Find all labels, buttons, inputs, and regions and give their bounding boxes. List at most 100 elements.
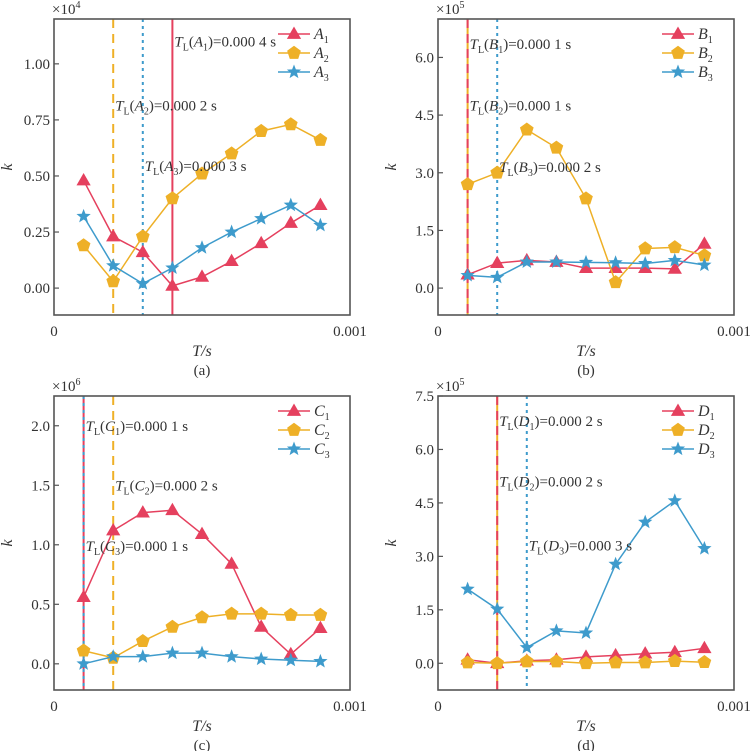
annotation-subscript: 2: [529, 483, 534, 494]
data-point-d2-5: [579, 656, 593, 670]
annotation-value: =0.000 2 s: [539, 414, 602, 430]
multiplier-exponent: 4: [75, 0, 80, 11]
data-point-b2-5: [579, 191, 593, 205]
annotation-sub-l: L: [94, 427, 100, 438]
data-point-d1-9: [697, 640, 712, 654]
data-point-a1-1: [76, 172, 91, 186]
data-point-a3-1: [76, 208, 91, 223]
data-point-d3-6: [608, 556, 623, 571]
threshold-annotation: TL(B2)=0.000 1 s: [470, 98, 572, 117]
data-point-a1-6: [224, 253, 239, 267]
x-axis-label: T/s: [576, 718, 596, 735]
data-point-b2-8: [667, 240, 682, 254]
data-point-d2-8: [667, 653, 682, 667]
annotation-paren-close: ): [150, 478, 155, 494]
data-point-d3-7: [638, 514, 653, 529]
annotation-t: T: [499, 160, 509, 176]
y-axis-multiplier: ×104: [52, 0, 80, 18]
data-point-d2-1: [460, 655, 475, 669]
legend-subscript: 3: [324, 73, 329, 84]
legend-symbol: B: [698, 64, 708, 81]
data-point-c1-5: [194, 526, 210, 539]
y-tick-label: 0.0: [415, 281, 434, 297]
x-tick-label: 0: [434, 699, 442, 715]
x-tick-label: 0.001: [333, 699, 367, 715]
y-axis-label: k: [383, 539, 400, 547]
data-point-a3-4: [165, 260, 180, 274]
data-point-c2-5: [195, 610, 209, 624]
data-point-c2-6: [224, 606, 239, 620]
legend-symbol: A: [313, 64, 324, 81]
annotation-paren-close: ): [564, 539, 569, 555]
annotation-t: T: [529, 539, 539, 555]
annotation-sub-l: L: [183, 42, 189, 53]
multiplier-base: ×10: [52, 2, 75, 18]
legend-subscript: 2: [708, 54, 713, 65]
legend-marker-triangle: [286, 26, 302, 39]
legend-subscript: 1: [710, 412, 715, 423]
data-point-c1-4: [165, 502, 180, 516]
annotation-symbol: B: [489, 37, 498, 53]
annotation-symbol: D: [547, 539, 559, 555]
legend-marker-pentagon: [287, 45, 301, 59]
data-point-c1-7: [254, 619, 269, 632]
data-point-d3-9: [697, 541, 712, 555]
threshold-annotation: TL(D2)=0.000 2 s: [499, 475, 603, 494]
legend-label: A1: [313, 26, 329, 46]
data-point-c2-8: [283, 607, 298, 621]
annotation-t: T: [115, 478, 125, 494]
multiplier-exponent: 5: [459, 0, 464, 11]
y-axis-label: k: [383, 163, 400, 171]
annotation-subscript: 3: [115, 547, 120, 558]
data-point-a2-9: [313, 132, 328, 146]
legend-marker-pentagon: [671, 422, 685, 436]
data-point-c3-5: [194, 645, 210, 660]
legend-marker-star: [670, 441, 686, 456]
legend-marker-star: [286, 441, 302, 456]
annotation-t: T: [115, 98, 125, 114]
annotation-value: =0.000 2 s: [155, 478, 218, 494]
multiplier-exponent: 5: [459, 377, 464, 388]
annotation-sub-l: L: [124, 106, 130, 117]
legend-symbol: C: [314, 422, 325, 439]
data-point-d3-5: [578, 625, 594, 640]
legend-symbol: A: [313, 26, 324, 43]
data-point-b1-9: [697, 236, 712, 249]
annotation-paren-close: ): [208, 34, 213, 50]
data-point-a3-2: [106, 258, 121, 272]
threshold-annotation: TL(C3)=0.000 1 s: [86, 539, 189, 558]
annotation-t: T: [470, 98, 480, 114]
data-point-c3-2: [106, 649, 121, 663]
annotation-subscript: 1: [498, 45, 503, 56]
x-tick-label: 0.001: [717, 699, 751, 715]
legend-subscript: 2: [710, 431, 715, 442]
annotation-subscript: 3: [173, 167, 178, 178]
data-point-a3-7: [254, 211, 269, 225]
annotation-symbol: A: [134, 98, 145, 114]
data-point-a1-8: [283, 215, 298, 228]
legend-label: C1: [314, 403, 330, 423]
annotation-symbol: A: [193, 34, 204, 50]
data-point-a2-6: [224, 146, 239, 160]
data-point-b2-4: [549, 140, 564, 154]
y-tick-label: 4.5: [415, 108, 434, 124]
panel-label: (c): [194, 738, 211, 751]
data-point-d2-2: [490, 656, 505, 670]
data-point-c3-6: [224, 649, 239, 663]
annotation-paren-close: ): [503, 37, 508, 53]
data-point-b3-5: [578, 254, 594, 269]
threshold-annotation: TL(C1)=0.000 1 s: [86, 419, 189, 438]
threshold-annotation: TL(A1)=0.000 4 s: [174, 34, 276, 53]
y-axis-multiplier: ×105: [436, 377, 464, 395]
data-point-c1-2: [106, 523, 121, 536]
annotation-paren-open: (: [189, 34, 194, 50]
x-tick-label: 0.001: [717, 324, 751, 340]
data-point-a3-3: [135, 276, 150, 290]
annotation-paren-open: (: [484, 37, 489, 53]
data-point-d3-4: [549, 623, 564, 637]
x-axis-label: T/s: [192, 343, 212, 360]
annotation-value: =0.000 1 s: [125, 539, 188, 555]
annotation-paren-close: ): [533, 160, 538, 176]
data-point-b3-8: [667, 252, 682, 267]
annotation-sub-l: L: [508, 483, 514, 494]
